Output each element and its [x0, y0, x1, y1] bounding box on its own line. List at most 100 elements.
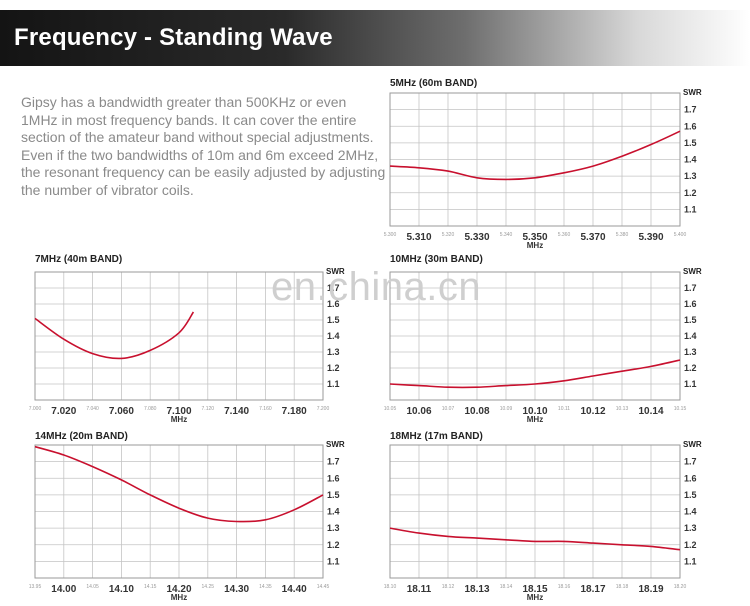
x-tick-label: 7.160	[259, 406, 272, 412]
y-axis-label: SWR	[326, 440, 345, 449]
x-tick-label: 7.180	[282, 406, 307, 417]
x-tick-label: 10.09	[500, 406, 513, 412]
x-tick-label: 5.350	[522, 232, 547, 243]
chart-title: 7MHz (40m BAND)	[35, 254, 122, 265]
x-axis-label: MHz	[527, 415, 543, 424]
swr-curve	[389, 359, 681, 389]
x-tick-label: 5.400	[674, 232, 687, 238]
x-tick-label: 14.45	[317, 584, 330, 590]
y-tick-label: 1.6	[684, 299, 697, 309]
plot-frame	[389, 92, 681, 227]
x-tick-label: 7.140	[224, 406, 249, 417]
y-tick-label: 1.3	[684, 347, 697, 357]
y-tick-label: 1.4	[684, 331, 697, 341]
x-tick-label: 14.10	[109, 584, 134, 595]
y-tick-label: 1.7	[327, 283, 340, 293]
y-tick-label: 1.4	[684, 155, 697, 165]
x-tick-label: 18.20	[674, 584, 687, 590]
x-tick-label: 18.18	[616, 584, 629, 590]
y-axis-label: SWR	[326, 267, 345, 276]
y-tick-label: 1.2	[684, 363, 697, 373]
y-axis-label: SWR	[683, 88, 702, 97]
x-tick-label: 7.080	[144, 406, 157, 412]
x-tick-label: 5.300	[384, 232, 397, 238]
y-tick-label: 1.6	[327, 299, 340, 309]
x-tick-label: 7.020	[51, 406, 76, 417]
x-axis-label: MHz	[527, 241, 543, 250]
x-tick-label: 18.16	[558, 584, 571, 590]
intro-paragraph: Gipsy has a bandwidth greater than 500KH…	[21, 94, 386, 198]
x-tick-label: 14.05	[86, 584, 99, 590]
chart-title: 10MHz (30m BAND)	[390, 254, 483, 265]
y-tick-label: 1.5	[684, 138, 697, 148]
x-tick-label: 10.15	[674, 406, 687, 412]
plot-frame	[389, 271, 681, 401]
x-tick-label: 10.13	[616, 406, 629, 412]
x-tick-label: 7.120	[202, 406, 215, 412]
x-tick-label: 10.08	[464, 406, 489, 417]
y-tick-label: 1.2	[327, 363, 340, 373]
y-tick-label: 1.1	[684, 204, 697, 214]
x-tick-label: 7.060	[109, 406, 134, 417]
watermark-text: en.china.cn	[271, 265, 482, 309]
y-tick-label: 1.1	[684, 379, 697, 389]
y-tick-label: 1.7	[327, 457, 340, 467]
y-tick-label: 1.3	[327, 523, 340, 533]
y-tick-label: 1.7	[684, 105, 697, 115]
y-tick-label: 1.3	[684, 523, 697, 533]
y-tick-label: 1.3	[327, 347, 340, 357]
y-tick-label: 1.7	[684, 283, 697, 293]
x-tick-label: 18.11	[407, 584, 432, 595]
header-banner: Frequency - Standing Wave	[0, 10, 750, 66]
x-tick-label: 5.330	[464, 232, 489, 243]
y-axis-label: SWR	[683, 267, 702, 276]
x-tick-label: 10.11	[558, 406, 570, 412]
y-tick-label: 1.6	[327, 473, 340, 483]
swr-curve	[389, 130, 681, 181]
x-tick-label: 14.30	[224, 584, 249, 595]
x-tick-label: 5.380	[616, 232, 629, 238]
page-title: Frequency - Standing Wave	[14, 24, 333, 51]
x-tick-label: 10.10	[522, 406, 547, 417]
swr-curve	[34, 445, 324, 523]
y-tick-label: 1.6	[684, 473, 697, 483]
y-tick-label: 1.1	[684, 556, 697, 566]
x-tick-label: 5.340	[500, 232, 513, 238]
x-tick-label: 10.06	[406, 406, 431, 417]
x-tick-label: 7.040	[86, 406, 99, 412]
x-tick-label: 13.95	[29, 584, 42, 590]
y-tick-label: 1.4	[327, 331, 340, 341]
x-tick-label: 10.14	[638, 406, 663, 417]
x-tick-label: 14.00	[51, 584, 76, 595]
chart-title: 5MHz (60m BAND)	[390, 78, 477, 89]
y-tick-label: 1.3	[684, 171, 697, 181]
x-tick-label: 10.07	[442, 406, 455, 412]
plot-frame	[34, 444, 324, 579]
x-tick-label: 18.12	[442, 584, 455, 590]
x-tick-label: 18.19	[638, 584, 663, 595]
x-tick-label: 7.200	[317, 406, 330, 412]
plot-frame	[34, 271, 324, 401]
x-axis-label: MHz	[171, 415, 187, 424]
y-tick-label: 1.5	[327, 490, 340, 500]
x-tick-label: 7.100	[166, 406, 191, 417]
x-tick-label: 5.320	[442, 232, 455, 238]
x-tick-label: 10.05	[384, 406, 397, 412]
y-tick-label: 1.4	[684, 507, 697, 517]
x-tick-label: 7.000	[29, 406, 42, 412]
x-tick-label: 5.390	[638, 232, 663, 243]
x-tick-label: 5.310	[406, 232, 431, 243]
x-tick-label: 10.12	[580, 406, 605, 417]
x-tick-label: 5.370	[580, 232, 605, 243]
y-tick-label: 1.5	[684, 315, 697, 325]
y-axis-label: SWR	[683, 440, 702, 449]
y-tick-label: 1.5	[327, 315, 340, 325]
y-tick-label: 1.5	[684, 490, 697, 500]
y-tick-label: 1.7	[684, 457, 697, 467]
chart-title: 18MHz (17m BAND)	[390, 431, 483, 442]
x-tick-label: 18.17	[580, 584, 605, 595]
x-tick-label: 14.25	[202, 584, 215, 590]
y-tick-label: 1.6	[684, 121, 697, 131]
y-tick-label: 1.1	[327, 379, 340, 389]
